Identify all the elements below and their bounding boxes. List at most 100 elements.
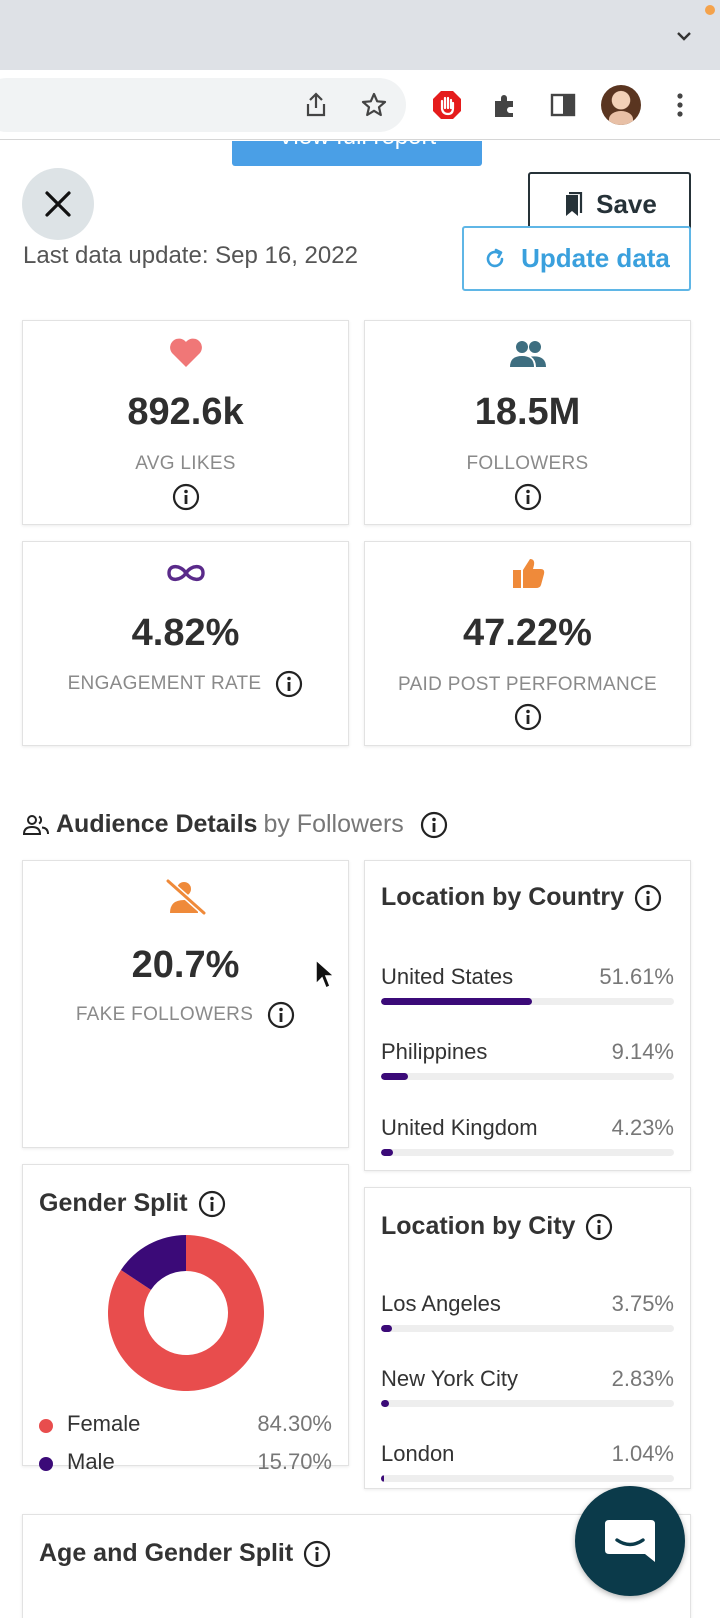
city-row: Los Angeles 3.75% <box>381 1291 674 1337</box>
legend-row: Male 15.70% <box>39 1449 332 1479</box>
followers-card: 18.5M FOLLOWERS <box>364 320 691 525</box>
country-bar-track <box>381 1149 674 1156</box>
update-label: Update data <box>521 243 670 273</box>
legend-label: Male <box>67 1449 115 1474</box>
gender-split-card: Gender Split Female 84.30% Male 15.70% <box>22 1164 349 1474</box>
followers-value: 18.5M <box>474 391 581 433</box>
view-full-report-button[interactable]: View full report <box>232 141 482 166</box>
close-icon <box>45 191 71 217</box>
donut-slice-female <box>108 1235 265 1391</box>
location-by-country-title: Location by Country <box>381 883 625 911</box>
info-icon[interactable] <box>267 1001 295 1029</box>
country-bar-fill <box>381 998 533 1005</box>
refresh-icon <box>486 248 504 267</box>
paid-post-performance-label: PAID POST PERFORMANCE <box>398 674 657 695</box>
legend-dot <box>39 1457 53 1471</box>
browser-toolbar <box>0 70 720 140</box>
heart-icon <box>169 338 202 367</box>
country-bar-track <box>381 998 674 1005</box>
info-icon[interactable] <box>303 1540 331 1568</box>
country-bar-fill <box>381 1149 394 1156</box>
country-bar-fill <box>381 1073 408 1080</box>
info-icon[interactable] <box>634 884 662 912</box>
city-bar-fill <box>381 1325 392 1332</box>
info-icon[interactable] <box>514 703 542 731</box>
engagement-rate-label: ENGAGEMENT RATE <box>67 673 262 694</box>
country-bar-track <box>381 1073 674 1080</box>
city-percent: 1.04% <box>611 1441 674 1466</box>
paid-post-performance-value: 47.22% <box>463 612 592 654</box>
save-label: Save <box>596 189 657 219</box>
country-percent: 4.23% <box>611 1115 674 1140</box>
legend-row: Female 84.30% <box>39 1411 332 1441</box>
info-icon[interactable] <box>585 1213 613 1241</box>
audience-details-subtitle: by Followers <box>263 810 404 838</box>
city-name: Los Angeles <box>381 1291 501 1316</box>
paid-post-performance-card: 47.22% PAID POST PERFORMANCE <box>364 541 691 746</box>
followers-label: FOLLOWERS <box>466 453 589 474</box>
city-name: London <box>381 1441 455 1466</box>
legend-percent: 84.30% <box>257 1411 332 1436</box>
star-icon[interactable] <box>356 87 392 123</box>
city-bar-track <box>381 1475 674 1482</box>
more-menu-icon[interactable] <box>662 87 698 123</box>
thumbs-up-icon <box>512 559 544 588</box>
city-percent: 3.75% <box>611 1291 674 1316</box>
city-bar-fill <box>381 1475 385 1482</box>
city-bar-track <box>381 1325 674 1332</box>
fake-followers-card: 20.7% FAKE FOLLOWERS <box>22 860 349 1148</box>
notification-dot <box>705 5 715 15</box>
gender-split-title: Gender Split <box>39 1189 188 1217</box>
donut-slice-male <box>120 1235 186 1290</box>
side-panel-icon[interactable] <box>545 87 581 123</box>
legend-dot <box>39 1419 53 1433</box>
country-row: United States 51.61% <box>381 964 674 1010</box>
update-data-button[interactable]: Update data <box>462 226 691 291</box>
city-name: New York City <box>381 1366 518 1391</box>
mouse-cursor-icon <box>315 958 336 990</box>
fake-followers-label: FAKE FOLLOWERS <box>75 1004 254 1025</box>
last-update-text: Last data update: Sep 16, 2022 <box>23 242 358 269</box>
users-outline-icon <box>22 814 49 835</box>
share-icon[interactable] <box>298 87 334 123</box>
chevron-down-icon[interactable] <box>674 26 694 46</box>
extensions-icon[interactable] <box>487 87 523 123</box>
browser-tab-strip <box>0 0 720 70</box>
avg-likes-label: AVG LIKES <box>135 453 236 474</box>
city-bar-track <box>381 1400 674 1407</box>
info-icon[interactable] <box>198 1190 226 1218</box>
audience-details-title: Audience Details <box>56 810 258 838</box>
users-icon <box>509 341 546 367</box>
legend-percent: 15.70% <box>257 1449 332 1474</box>
legend-label: Female <box>67 1411 141 1436</box>
avg-likes-card: 892.6k AVG LIKES <box>22 320 349 525</box>
country-percent: 9.14% <box>611 1039 674 1064</box>
country-percent: 51.61% <box>599 964 674 989</box>
city-percent: 2.83% <box>611 1366 674 1391</box>
engagement-rate-value: 4.82% <box>131 612 240 654</box>
info-icon[interactable] <box>172 483 200 511</box>
profile-avatar[interactable] <box>601 85 641 125</box>
close-button[interactable] <box>22 168 94 240</box>
country-row: Philippines 9.14% <box>381 1039 674 1085</box>
adblock-icon[interactable] <box>429 87 465 123</box>
location-by-city-card: Location by City Los Angeles 3.75% New Y… <box>364 1187 691 1489</box>
country-name: United States <box>381 964 514 989</box>
city-row: London 1.04% <box>381 1441 674 1487</box>
location-by-city-title: Location by City <box>381 1212 576 1240</box>
country-row: United Kingdom 4.23% <box>381 1115 674 1161</box>
info-icon[interactable] <box>275 670 303 698</box>
city-bar-fill <box>381 1400 390 1407</box>
country-name: United Kingdom <box>381 1115 538 1140</box>
country-name: Philippines <box>381 1039 488 1064</box>
bookmark-icon <box>566 191 583 216</box>
chat-icon <box>605 1520 655 1562</box>
info-icon[interactable] <box>420 811 448 839</box>
chat-launcher-button[interactable] <box>575 1486 685 1596</box>
address-bar[interactable] <box>0 78 406 132</box>
gender-donut-chart <box>108 1235 265 1391</box>
fake-followers-value: 20.7% <box>131 944 240 986</box>
info-icon[interactable] <box>514 483 542 511</box>
user-slash-icon <box>165 878 206 916</box>
infinity-icon <box>166 564 205 582</box>
